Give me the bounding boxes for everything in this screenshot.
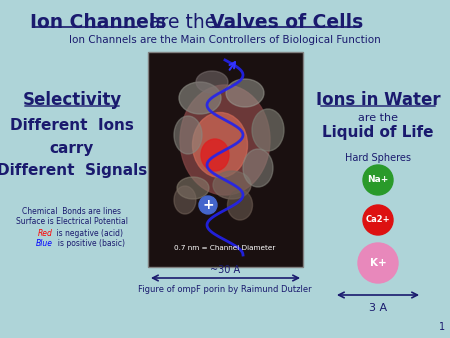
Text: ~30 A: ~30 A	[210, 265, 240, 275]
Ellipse shape	[193, 113, 248, 177]
Ellipse shape	[174, 186, 196, 214]
Text: Ion Channels are the Main Controllers of Biological Function: Ion Channels are the Main Controllers of…	[69, 35, 381, 45]
Text: Figure of ompF porin by Raimund Dutzler: Figure of ompF porin by Raimund Dutzler	[138, 286, 312, 294]
Text: K+: K+	[369, 258, 387, 268]
Circle shape	[358, 243, 398, 283]
Text: are the: are the	[143, 13, 222, 31]
Text: Different  Ions
carry
Different  Signals: Different Ions carry Different Signals	[0, 118, 147, 178]
Ellipse shape	[196, 71, 228, 93]
Text: Red: Red	[38, 228, 53, 238]
Ellipse shape	[177, 177, 209, 199]
Text: are the: are the	[358, 113, 398, 123]
Ellipse shape	[226, 79, 264, 107]
Ellipse shape	[179, 82, 221, 114]
Text: is negative (acid): is negative (acid)	[54, 228, 123, 238]
Text: 1: 1	[439, 322, 445, 332]
Text: Selectivity: Selectivity	[22, 91, 122, 109]
Text: Ion Channels: Ion Channels	[30, 13, 166, 31]
Text: Liquid of Life: Liquid of Life	[322, 124, 434, 140]
Circle shape	[363, 205, 393, 235]
Circle shape	[363, 165, 393, 195]
Ellipse shape	[213, 171, 251, 199]
Text: Chemical  Bonds are lines: Chemical Bonds are lines	[22, 208, 122, 217]
Text: Surface is Electrical Potential: Surface is Electrical Potential	[16, 217, 128, 226]
Text: Blue: Blue	[36, 240, 53, 248]
Ellipse shape	[201, 139, 229, 171]
Text: is positive (basic): is positive (basic)	[53, 240, 125, 248]
Text: Valves of Cells: Valves of Cells	[210, 13, 363, 31]
Ellipse shape	[228, 190, 252, 220]
Bar	[148, 52, 303, 267]
Text: Na+: Na+	[367, 175, 389, 185]
Ellipse shape	[252, 109, 284, 151]
Text: +: +	[202, 198, 214, 212]
Text: 0.7 nm = Channel Diameter: 0.7 nm = Channel Diameter	[174, 245, 276, 251]
Text: Ions in Water: Ions in Water	[316, 91, 440, 109]
Text: 3 A: 3 A	[369, 303, 387, 313]
Circle shape	[199, 196, 217, 214]
Ellipse shape	[243, 149, 273, 187]
Ellipse shape	[180, 85, 270, 195]
Text: Ca2+: Ca2+	[366, 216, 390, 224]
Ellipse shape	[174, 116, 202, 154]
Text: Hard Spheres: Hard Spheres	[345, 153, 411, 163]
